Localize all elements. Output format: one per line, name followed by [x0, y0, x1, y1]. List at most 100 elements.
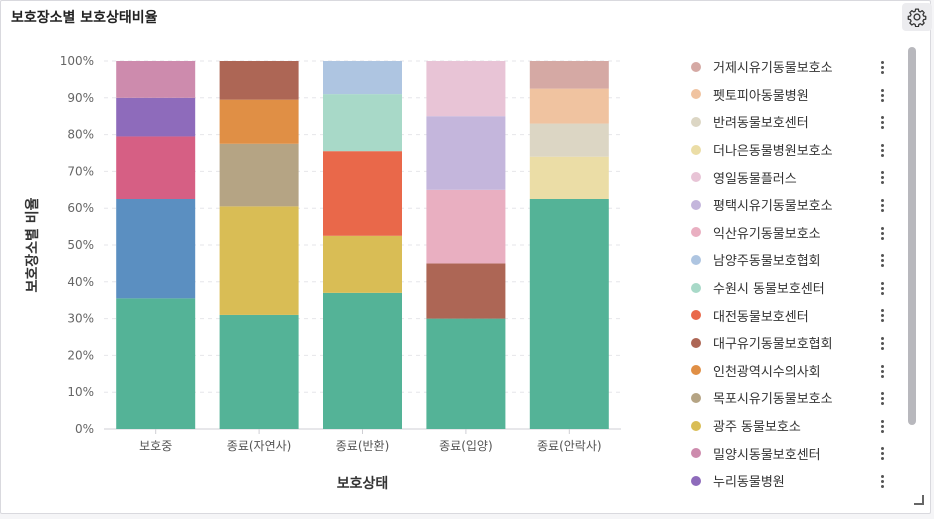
- x-tick-label: 종료(반환): [336, 439, 390, 453]
- legend-item[interactable]: 영일동물플러스: [691, 163, 901, 191]
- legend-color-dot: [691, 254, 701, 265]
- legend-label: 누리동물병원: [713, 475, 785, 491]
- more-vertical-icon[interactable]: [881, 171, 885, 185]
- y-tick-label: 90%: [67, 91, 94, 105]
- more-vertical-icon[interactable]: [881, 336, 885, 351]
- panel-title: 보호장소별 보호상태비율: [11, 10, 158, 26]
- more-vertical-icon[interactable]: [881, 309, 885, 323]
- legend-item[interactable]: 목포시유기동물보호소: [691, 384, 901, 412]
- legend-color-dot: [691, 61, 701, 72]
- legend-item[interactable]: 익산유기동물보호소: [691, 219, 901, 247]
- y-tick-label: 70%: [67, 164, 94, 178]
- bar-segment: [219, 99, 299, 144]
- more-vertical-icon[interactable]: [881, 61, 885, 75]
- more-vertical-icon[interactable]: [881, 116, 885, 130]
- bar-segment: [323, 61, 402, 95]
- gear-icon: [907, 8, 927, 27]
- bar-segment: [426, 61, 506, 117]
- legend-label: 남양주동물보호협회: [713, 254, 821, 270]
- legend-color-dot: [691, 89, 701, 100]
- more-vertical-icon[interactable]: [881, 447, 885, 461]
- legend-label: 영일동물플러스: [713, 171, 797, 187]
- bar-segment: [426, 189, 506, 264]
- y-tick-label: 40%: [67, 275, 94, 289]
- legend-item[interactable]: 펫토피아동물병원: [691, 81, 901, 109]
- legend-color-dot: [691, 282, 701, 293]
- bar-segment: [116, 298, 196, 429]
- more-vertical-icon[interactable]: [881, 281, 885, 296]
- x-tick-label: 보호중: [139, 439, 172, 453]
- bar-segment: [426, 116, 506, 190]
- y-tick-label: 30%: [67, 312, 94, 326]
- y-tick-label: 0%: [75, 422, 94, 436]
- legend-color-dot: [691, 227, 701, 238]
- legend-label: 더나은동물병원보호소: [713, 144, 833, 160]
- x-tick-label: 종료(입양): [439, 439, 493, 453]
- bar-segment: [323, 235, 402, 293]
- y-tick-label: 20%: [67, 348, 94, 362]
- more-vertical-icon[interactable]: [881, 88, 885, 103]
- more-vertical-icon[interactable]: [881, 198, 885, 213]
- stacked-bar-chart: 0% 10% 20% 30% 40% 50% 60% 70% 80% 90% 100% 보호중 종료(자…: [24, 54, 621, 492]
- legend-label: 익산유기동물보호소: [713, 226, 821, 242]
- bar-segment: [529, 199, 609, 429]
- legend-color-dot: [691, 365, 701, 376]
- legend-label: 펫토피아동물병원: [713, 88, 809, 104]
- more-vertical-icon[interactable]: [881, 226, 885, 241]
- bar-segment: [529, 88, 609, 124]
- bar-segment: [426, 263, 506, 319]
- legend-item[interactable]: 남양주동물보호협회: [691, 246, 901, 274]
- y-axis-title: 보호장소별 비율: [24, 197, 41, 292]
- bar-segment: [426, 318, 506, 429]
- legend-color-dot: [691, 448, 701, 459]
- y-tick-label: 50%: [67, 238, 94, 252]
- x-tick-label: 종료(안락사): [537, 439, 602, 453]
- legend-item[interactable]: 더나은동물병원보호소: [691, 136, 901, 164]
- bar-segment: [219, 143, 299, 207]
- x-axis-title: 보호상태: [337, 476, 389, 492]
- legend-item[interactable]: 대구유기동물보호협회: [691, 329, 901, 357]
- legend-item[interactable]: 광주 동물보호소: [691, 412, 901, 440]
- legend-item[interactable]: 인천광역시수의사회: [691, 357, 901, 385]
- bar-segment: [219, 206, 299, 315]
- bar-segment: [323, 151, 402, 236]
- bar-segment: [116, 97, 196, 137]
- more-vertical-icon[interactable]: [881, 474, 885, 489]
- legend-item[interactable]: 평택시유기동물보호소: [691, 191, 901, 219]
- more-vertical-icon[interactable]: [881, 419, 885, 434]
- legend-label: 밀양시동물보호센터: [713, 447, 821, 463]
- more-vertical-icon[interactable]: [881, 254, 885, 268]
- legend-color-dot: [691, 420, 701, 431]
- legend-item[interactable]: 대전동물보호센터: [691, 301, 901, 329]
- bar-segment: [219, 61, 299, 100]
- legend-color-dot: [691, 337, 701, 348]
- legend-scrollbar[interactable]: [908, 47, 916, 425]
- bar-segment: [116, 136, 196, 199]
- legend-label: 수원시 동물보호센터: [713, 282, 825, 298]
- legend-color-dot: [691, 310, 701, 321]
- legend-item[interactable]: 반려동물보호센터: [691, 108, 901, 136]
- bar-segment: [219, 314, 299, 429]
- bar-segment: [323, 94, 402, 152]
- legend-item[interactable]: 누리동물병원: [691, 467, 901, 495]
- legend-color-dot: [691, 475, 701, 486]
- legend-label: 거제시유기동물보호소: [713, 61, 833, 77]
- y-tick-label: 80%: [67, 128, 94, 142]
- settings-button[interactable]: [902, 3, 932, 31]
- legend-item[interactable]: 밀양시동물보호센터: [691, 439, 901, 467]
- bar-segment: [323, 292, 402, 429]
- bar-segment: [529, 156, 609, 199]
- legend-item[interactable]: 수원시 동물보호센터: [691, 274, 901, 302]
- legend-item[interactable]: 거제시유기동물보호소: [691, 53, 901, 81]
- more-vertical-icon[interactable]: [881, 364, 885, 379]
- legend-color-dot: [691, 116, 701, 127]
- bar-segment: [529, 123, 609, 157]
- resize-handle[interactable]: [914, 495, 924, 505]
- more-vertical-icon[interactable]: [881, 392, 885, 406]
- more-vertical-icon[interactable]: [881, 143, 885, 158]
- legend-color-dot: [691, 392, 701, 403]
- x-tick-label: 종료(자연사): [227, 439, 292, 453]
- legend-color-dot: [691, 199, 701, 210]
